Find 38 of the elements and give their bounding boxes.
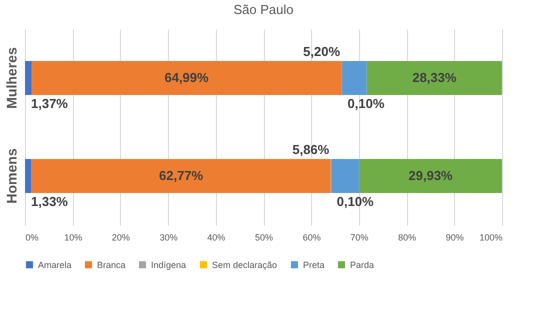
legend-label: Sem declaração <box>212 260 278 270</box>
legend-label: Amarela <box>38 260 72 270</box>
x-tick-label: 40% <box>207 232 226 242</box>
y-tick-label: Homens <box>4 148 20 204</box>
x-tick-label: 0% <box>26 232 39 242</box>
x-tick-label: 10% <box>64 232 82 242</box>
y-tick-label: Mulheres <box>4 47 20 109</box>
bar <box>331 159 360 193</box>
data-label: 29,93% <box>408 168 454 183</box>
x-tick-label: 100% <box>479 232 502 242</box>
x-tick-label: 20% <box>112 232 130 242</box>
x-tick-label: 70% <box>350 232 368 242</box>
x-tick-label: 30% <box>160 232 178 242</box>
x-tick-label: 60% <box>302 232 321 242</box>
data-label: 28,33% <box>412 70 457 85</box>
data-label: 64,99% <box>164 70 210 85</box>
bar <box>31 159 331 193</box>
bar <box>359 159 502 193</box>
data-label: 0,10% <box>336 194 374 209</box>
data-label: 1,33% <box>31 194 68 209</box>
chart-title: São Paulo <box>234 2 294 17</box>
legend-label: Preta <box>303 260 325 270</box>
data-label: 0,10% <box>348 96 385 111</box>
legend-label: Indígena <box>151 260 186 270</box>
bar <box>366 61 502 95</box>
data-label: 5,20% <box>303 44 340 59</box>
bar <box>342 61 367 95</box>
bar <box>25 159 32 193</box>
bar <box>25 61 32 95</box>
x-tick-label: 50% <box>254 232 274 242</box>
data-label: 5,86% <box>292 142 330 157</box>
bar <box>32 61 342 95</box>
data-label: 62,77% <box>159 168 204 183</box>
x-tick-label: 90% <box>446 232 464 242</box>
legend-label: Branca <box>97 260 126 270</box>
legend-label: Parda <box>350 260 374 270</box>
data-label: 1,37% <box>31 96 68 111</box>
x-tick-label: 80% <box>398 232 416 242</box>
